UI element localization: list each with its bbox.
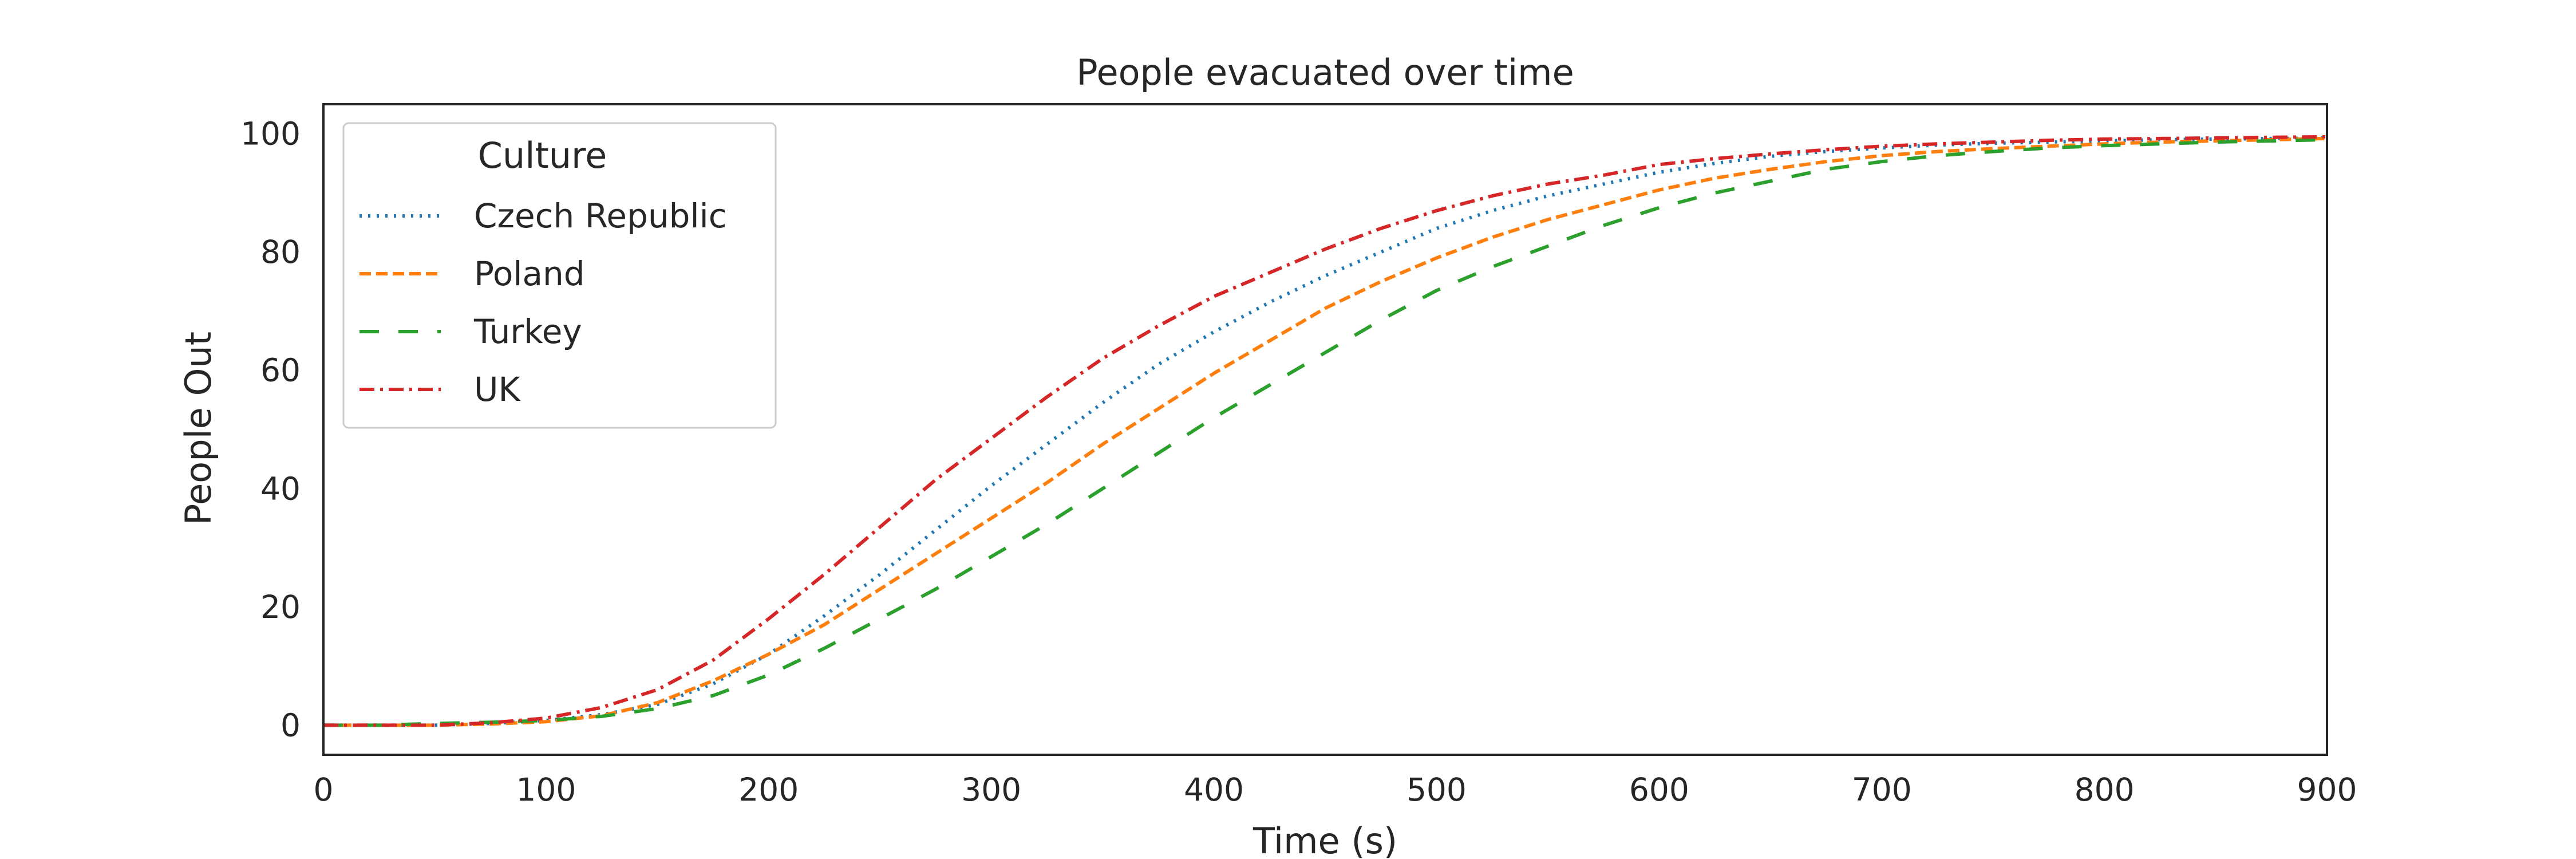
- x-tick-label: 400: [1184, 771, 1244, 808]
- y-tick-label: 40: [260, 470, 301, 507]
- y-tick-label: 20: [260, 589, 301, 625]
- x-tick-label: 600: [1629, 771, 1689, 808]
- x-tick-label: 100: [516, 771, 576, 808]
- legend-label-2: Turkey: [473, 312, 582, 351]
- y-tick-label: 60: [260, 352, 301, 389]
- x-axis-label: Time (s): [1253, 820, 1397, 859]
- legend-label-0: Czech Republic: [474, 196, 727, 235]
- y-tick-label: 100: [240, 116, 301, 152]
- legend: Culture Czech Republic Poland Turkey UK: [342, 122, 777, 429]
- plot-frame: [322, 103, 2328, 756]
- plot-area: [323, 135, 2328, 727]
- x-tick-label: 0: [314, 771, 334, 808]
- axes: 0 100 200 300 400 500 600 700 800 900 0 20 40 60 80 100: [240, 103, 2357, 808]
- x-tick-label: 500: [1406, 771, 1467, 808]
- legend-box: [342, 122, 777, 429]
- x-tick-label: 300: [961, 771, 1021, 808]
- legend-label-3: UK: [474, 370, 521, 409]
- series-line-0: [323, 136, 2328, 727]
- legend-title: Culture: [478, 135, 607, 176]
- y-tick-label: 0: [280, 707, 301, 743]
- x-tick-label: 800: [2075, 771, 2135, 808]
- series-line-3: [323, 135, 2328, 727]
- series-line-2: [323, 138, 2328, 727]
- y-axis-label: People Out: [177, 332, 219, 525]
- legend-label-1: Poland: [474, 254, 585, 293]
- x-tick-label: 200: [738, 771, 799, 808]
- x-tick-label: 900: [2297, 771, 2357, 808]
- series-line-1: [323, 136, 2328, 727]
- y-tick-label: 80: [260, 234, 301, 270]
- chart-title: People evacuated over time: [1076, 52, 1574, 93]
- x-tick-label: 700: [1852, 771, 1912, 808]
